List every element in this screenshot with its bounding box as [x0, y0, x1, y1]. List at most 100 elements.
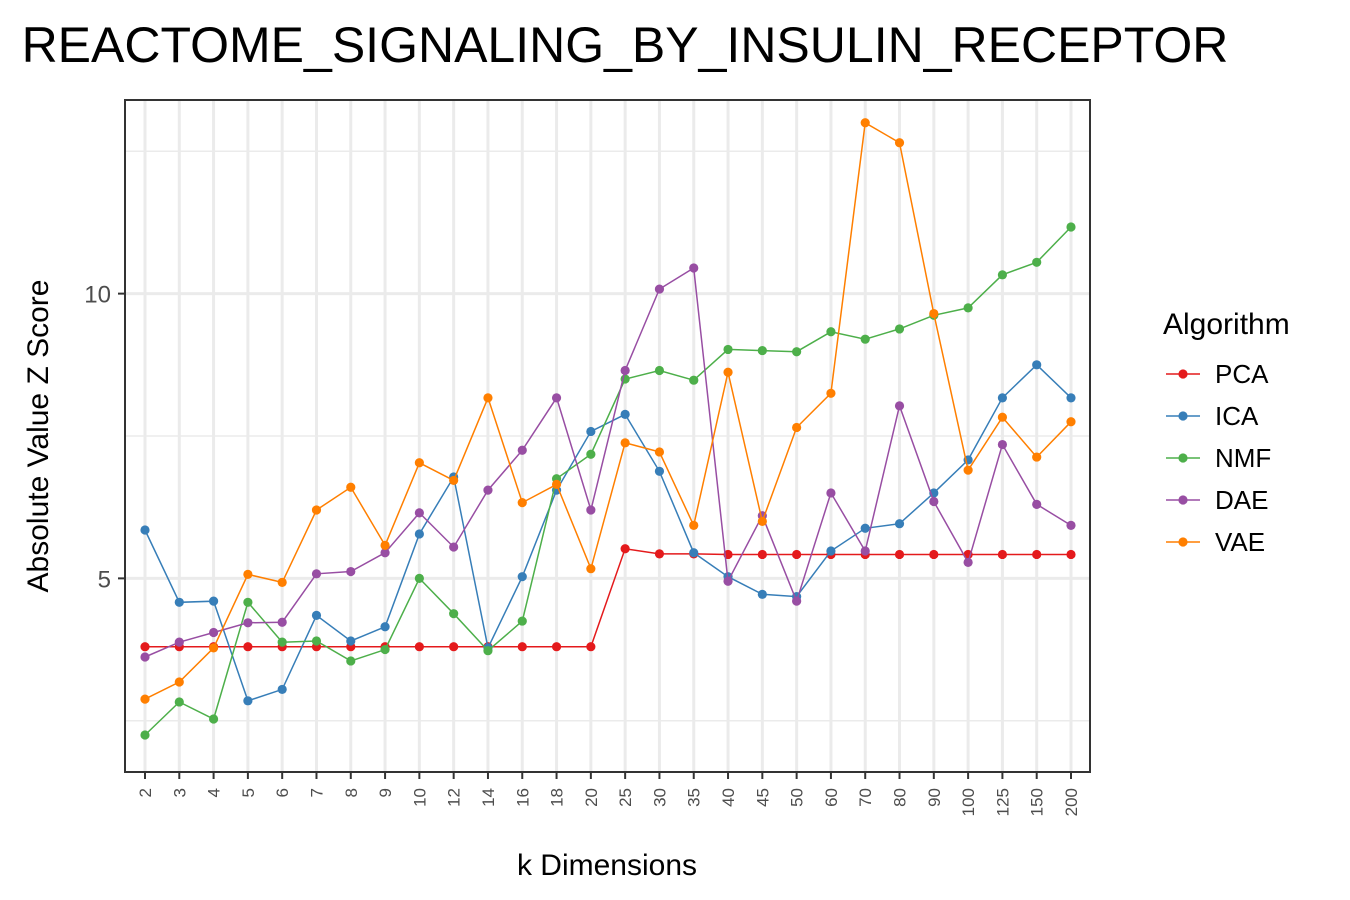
data-point-vae: [174, 677, 184, 687]
data-point-vae: [551, 479, 562, 490]
data-point-ica: [243, 696, 253, 706]
data-point-nmf: [483, 646, 493, 656]
legend-marker-ica: [1178, 411, 1188, 421]
x-tick-label: 50: [788, 788, 807, 807]
x-tick-label: 2: [136, 788, 155, 797]
x-tick-label: 150: [1028, 788, 1047, 816]
data-point-dae: [860, 546, 870, 556]
legend: Algorithm PCA ICA NMF DAE VAE: [1163, 308, 1290, 557]
data-point-ica: [346, 636, 356, 646]
data-point-nmf: [449, 609, 459, 619]
data-point-ica: [860, 523, 870, 533]
data-point-nmf: [792, 347, 802, 357]
legend-title: Algorithm: [1163, 308, 1290, 341]
data-point-nmf: [997, 270, 1008, 280]
data-point-pca: [551, 642, 562, 652]
x-tick-label: 80: [891, 788, 910, 807]
data-point-dae: [1066, 520, 1076, 531]
x-tick-label: 5: [239, 788, 258, 797]
data-point-vae: [963, 465, 973, 475]
data-point-vae: [243, 569, 253, 579]
data-point-vae: [620, 438, 630, 448]
x-tick-label: 30: [650, 788, 669, 807]
legend-label-pca: PCA: [1215, 359, 1269, 389]
data-point-dae: [551, 393, 562, 403]
x-tick-label: 16: [513, 788, 532, 807]
x-tick-label: 25: [616, 788, 635, 807]
data-point-ica: [414, 529, 424, 539]
data-point-dae: [277, 617, 287, 627]
data-point-ica: [1066, 393, 1076, 403]
series-line-pca: [145, 547, 1071, 648]
x-tick-label: 3: [170, 788, 189, 797]
legend-marker-nmf: [1178, 453, 1188, 463]
data-point-dae: [483, 485, 493, 495]
data-point-ica: [517, 572, 527, 582]
data-point-dae: [1032, 499, 1042, 509]
data-point-ica: [140, 525, 150, 535]
data-point-nmf: [346, 656, 356, 666]
data-point-vae: [1066, 417, 1076, 427]
data-point-dae: [963, 557, 973, 568]
data-point-dae: [792, 596, 802, 606]
x-tick-label: 40: [719, 788, 738, 807]
data-point-vae: [997, 412, 1008, 422]
data-point-nmf: [1032, 257, 1042, 267]
x-tick-label: 45: [753, 788, 772, 807]
data-point-dae: [723, 576, 733, 586]
data-point-vae: [483, 393, 493, 403]
data-point-pca: [929, 549, 939, 560]
data-point-dae: [414, 508, 424, 518]
data-point-dae: [243, 618, 253, 628]
data-point-pca: [243, 642, 253, 652]
data-point-dae: [654, 284, 665, 294]
data-point-pca: [140, 642, 150, 652]
data-point-vae: [654, 447, 665, 457]
data-point-pca: [517, 642, 527, 652]
legend-label-dae: DAE: [1215, 485, 1268, 515]
data-point-nmf: [517, 616, 527, 626]
y-tick-label: 10: [84, 282, 111, 309]
data-point-pca: [414, 642, 424, 652]
data-point-pca: [654, 549, 665, 559]
legend-marker-pca: [1178, 369, 1188, 379]
data-point-dae: [929, 496, 939, 507]
data-point-vae: [826, 388, 836, 398]
data-point-nmf: [860, 334, 870, 344]
data-point-nmf: [414, 573, 424, 583]
data-point-nmf: [1066, 222, 1076, 232]
x-tick-label: 7: [308, 788, 327, 797]
data-point-ica: [894, 519, 905, 529]
x-tick-label: 200: [1062, 788, 1081, 816]
legend-label-nmf: NMF: [1215, 443, 1271, 473]
data-point-nmf: [208, 714, 219, 724]
x-tick-label: 125: [993, 788, 1012, 816]
data-point-ica: [826, 546, 836, 556]
data-point-nmf: [277, 637, 287, 647]
data-point-pca: [792, 549, 802, 560]
x-tick-label: 18: [548, 788, 567, 807]
data-point-dae: [826, 488, 836, 498]
x-tick-label: 4: [205, 788, 224, 797]
data-point-nmf: [963, 303, 973, 313]
data-point-pca: [1066, 549, 1076, 560]
data-point-vae: [757, 516, 767, 527]
data-point-pca: [449, 642, 459, 652]
data-point-pca: [757, 549, 767, 560]
y-tick-label: 5: [98, 566, 111, 593]
data-point-pca: [894, 549, 905, 560]
legend-label-vae: VAE: [1215, 527, 1265, 557]
data-point-vae: [277, 577, 287, 587]
x-tick-label: 20: [582, 788, 601, 807]
x-tick-label: 90: [925, 788, 944, 807]
data-point-dae: [517, 445, 527, 455]
series-line-nmf: [144, 226, 1072, 736]
legend-marker-dae: [1178, 495, 1188, 505]
data-point-pca: [620, 544, 630, 554]
data-point-vae: [894, 138, 905, 148]
y-axis-title: Absolute Value Z Score: [22, 280, 55, 593]
data-point-vae: [449, 475, 459, 486]
x-tick-label: 9: [376, 788, 395, 797]
